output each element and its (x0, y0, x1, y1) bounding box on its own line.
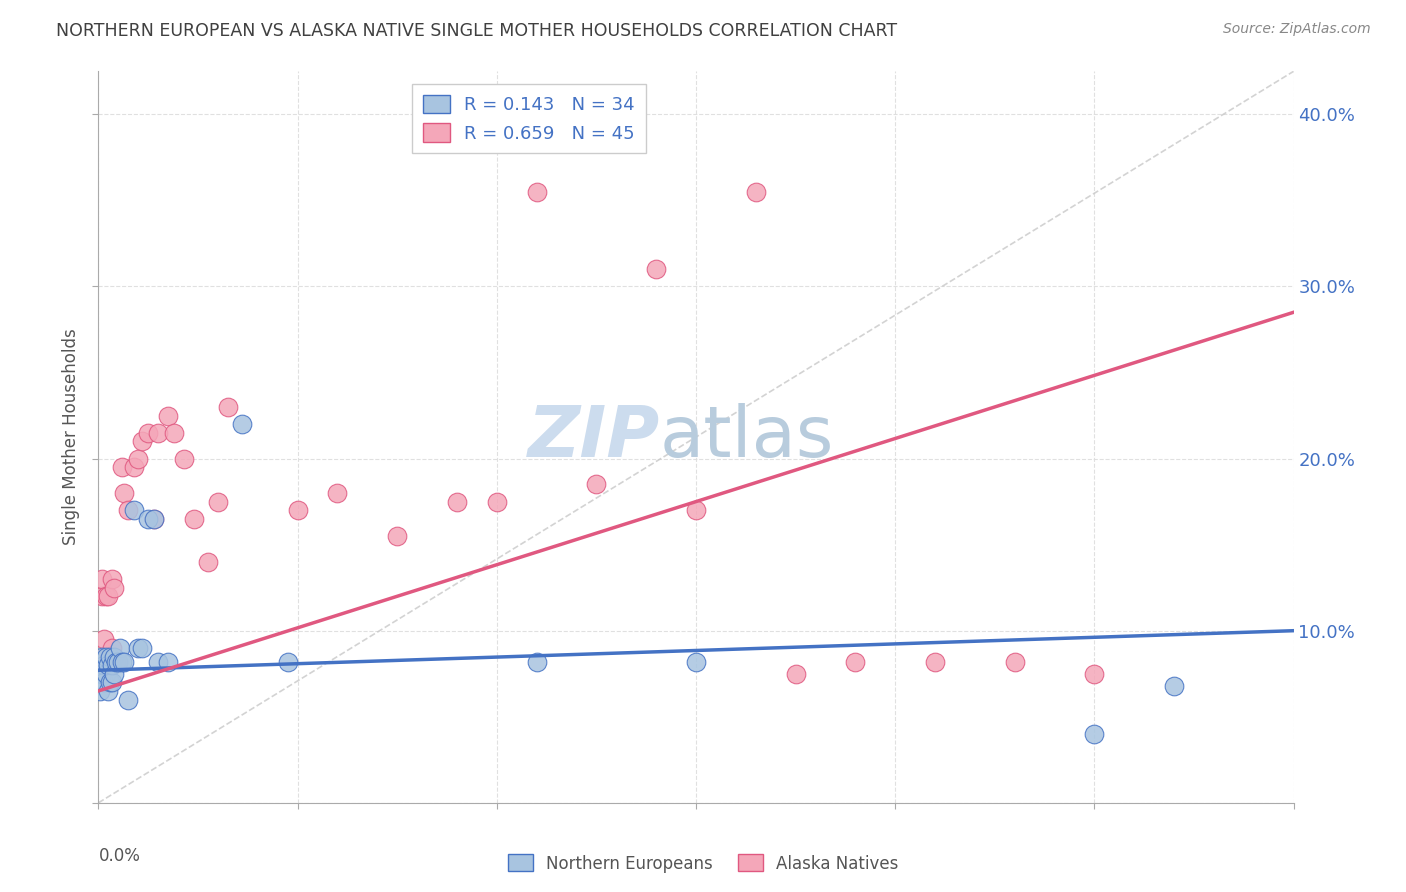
Point (103, 649, 125, 664)
Point (136, 425, 159, 440)
Point (157, 409, 180, 423)
Point (101, 658, 124, 673)
Point (89, 684, 111, 698)
Point (745, 185, 768, 199)
Point (526, 655, 548, 669)
Y-axis label: Single Mother Households: Single Mother Households (62, 329, 80, 545)
Point (326, 486, 349, 500)
Point (127, 451, 149, 466)
Text: 0.0%: 0.0% (98, 847, 141, 864)
Point (117, 692, 139, 706)
Point (148, 425, 170, 440)
Point (131, 640, 153, 655)
Point (111, 655, 134, 669)
Point (96, 666, 118, 681)
Point (91, 589, 114, 603)
Point (183, 512, 205, 526)
Point (93, 649, 115, 664)
Point (97, 589, 120, 603)
Point (97, 684, 120, 698)
Point (91, 649, 114, 664)
Point (143, 512, 166, 526)
Point (685, 655, 707, 669)
Point (107, 655, 129, 669)
Point (117, 503, 139, 517)
Point (163, 425, 186, 440)
Point (143, 512, 166, 526)
Point (103, 666, 125, 681)
Text: NORTHERN EUROPEAN VS ALASKA NATIVE SINGLE MOTHER HOUSEHOLDS CORRELATION CHART: NORTHERN EUROPEAN VS ALASKA NATIVE SINGL… (56, 22, 897, 40)
Point (103, 581, 125, 595)
Point (100, 675, 122, 690)
Point (1004, 655, 1026, 669)
Point (100, 649, 122, 664)
Point (645, 262, 668, 277)
Point (173, 451, 195, 466)
Point (107, 655, 129, 669)
Point (446, 494, 468, 508)
Point (1163, 679, 1185, 693)
Point (844, 655, 866, 669)
Point (785, 666, 807, 681)
Point (93, 658, 115, 673)
Text: atlas: atlas (661, 402, 835, 472)
Point (97, 649, 120, 664)
Point (96, 589, 118, 603)
Point (131, 434, 153, 449)
Point (112, 655, 135, 669)
Point (124, 460, 146, 475)
Point (93, 675, 115, 690)
Text: Source: ZipAtlas.com: Source: ZipAtlas.com (1223, 22, 1371, 37)
Point (89, 655, 111, 669)
Point (101, 640, 124, 655)
Point (485, 494, 508, 508)
Point (97, 658, 120, 673)
Legend: Northern Europeans, Alaska Natives: Northern Europeans, Alaska Natives (501, 847, 905, 880)
Point (526, 185, 548, 199)
Point (111, 460, 134, 475)
Point (91, 666, 114, 681)
Point (217, 400, 239, 414)
Text: ZIP: ZIP (527, 402, 661, 472)
Point (231, 417, 253, 432)
Point (101, 572, 124, 586)
Point (110, 640, 132, 655)
Point (157, 655, 180, 669)
Point (105, 655, 128, 669)
Point (96, 649, 118, 664)
Point (197, 555, 219, 569)
Point (207, 494, 229, 508)
Point (385, 529, 409, 543)
Point (100, 649, 122, 664)
Point (924, 655, 946, 669)
Point (148, 655, 170, 669)
Point (1083, 727, 1105, 741)
Point (101, 675, 124, 690)
Point (105, 655, 128, 669)
Point (277, 655, 299, 669)
Point (1083, 666, 1105, 681)
Point (93, 632, 115, 647)
Point (124, 503, 146, 517)
Point (685, 503, 707, 517)
Point (136, 512, 159, 526)
Point (287, 503, 309, 517)
Point (585, 477, 607, 491)
Point (127, 640, 149, 655)
Point (112, 486, 135, 500)
Legend: R = 0.143   N = 34, R = 0.659   N = 45: R = 0.143 N = 34, R = 0.659 N = 45 (412, 84, 645, 153)
Point (91, 572, 114, 586)
